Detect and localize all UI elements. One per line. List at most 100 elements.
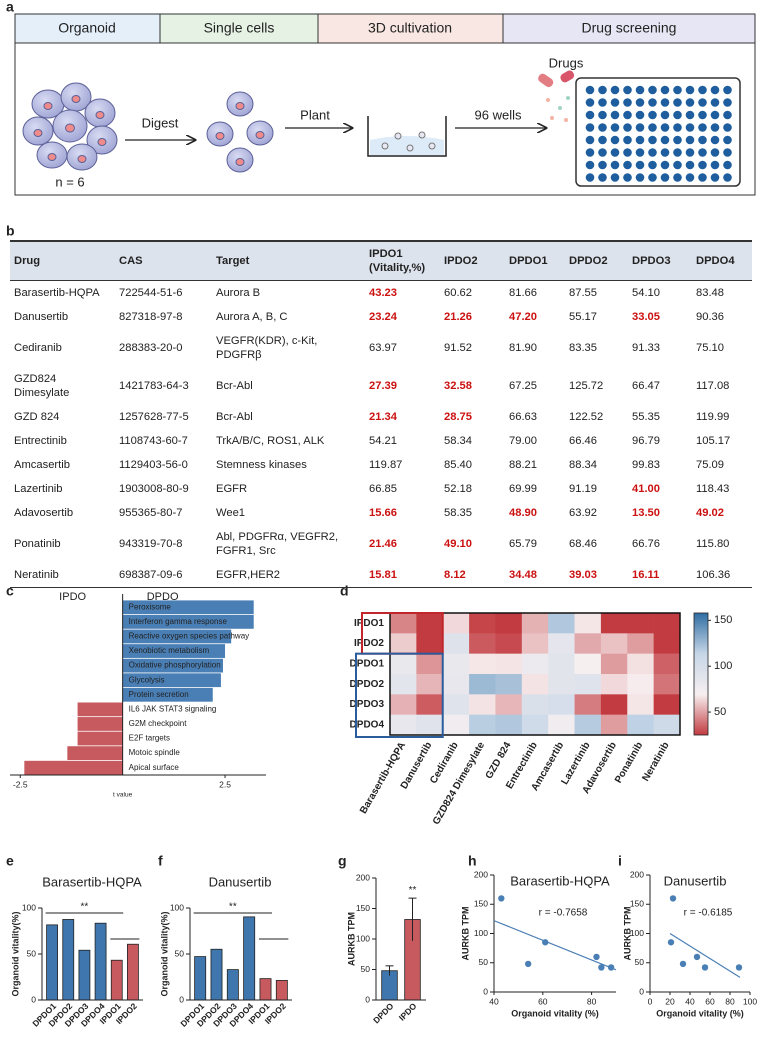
well xyxy=(723,123,732,132)
row-label: DPDO1 xyxy=(350,658,385,669)
trend-line xyxy=(493,920,617,971)
well xyxy=(685,85,695,95)
heat-cell xyxy=(390,653,417,675)
table-cell: 75.10 xyxy=(696,342,724,354)
header-cell: DPDO2 xyxy=(565,240,628,281)
well xyxy=(698,135,707,145)
y-tick-label: 200 xyxy=(630,869,644,879)
heat-cell xyxy=(469,613,496,634)
heat-cell xyxy=(627,674,654,695)
header-cell: IPDO2 xyxy=(440,240,505,281)
table-cell: 52.18 xyxy=(444,483,472,495)
x-tick-label: 80 xyxy=(587,996,597,1006)
table-cell: 21.26 xyxy=(444,311,472,323)
y-tick-label: 100 xyxy=(170,902,184,912)
table-cell: 63.97 xyxy=(369,342,397,354)
heat-cell xyxy=(416,694,444,715)
table-cell: 288383-20-0 xyxy=(119,342,183,354)
table-cell: 13.50 xyxy=(632,507,660,519)
well xyxy=(585,135,595,145)
point xyxy=(524,960,532,968)
well xyxy=(660,85,670,95)
x-axis-label: t value xyxy=(113,792,133,799)
table-cell: 15.81 xyxy=(365,563,440,588)
well xyxy=(598,148,607,157)
table-cell: EGFR xyxy=(216,483,248,495)
well xyxy=(585,98,595,107)
organoid-cluster xyxy=(22,82,118,171)
well xyxy=(635,85,645,95)
well xyxy=(585,148,595,157)
well xyxy=(673,160,682,170)
bar xyxy=(77,717,123,731)
category-label: Interferon gamma response xyxy=(129,617,228,626)
heatmap-frame xyxy=(389,612,681,736)
table-cell: Bcr-Abl xyxy=(216,380,253,392)
y-tick-label: 50 xyxy=(635,957,645,967)
chart-title: Barasertib-HQPA xyxy=(510,873,610,888)
x-tick-label: DPDO xyxy=(371,1001,396,1026)
well xyxy=(635,123,645,132)
well xyxy=(710,160,720,170)
bar xyxy=(127,943,139,1001)
bar xyxy=(226,969,239,1001)
heat-cell xyxy=(627,633,654,654)
stage-box xyxy=(159,13,319,44)
well xyxy=(685,135,695,145)
colorbar xyxy=(693,612,709,736)
chart-title: Danusertib xyxy=(209,874,272,889)
heat-cell xyxy=(495,674,523,695)
group-label: IPDO xyxy=(59,591,86,603)
row-label: DPDO3 xyxy=(350,699,385,710)
table-cell: 698387-09-6 xyxy=(115,563,212,588)
well xyxy=(710,123,720,132)
table-cell: Lazertinib xyxy=(14,483,63,495)
y-axis-label: Organoid vitality(%) xyxy=(10,911,20,996)
table-cell: 722544-51-6 xyxy=(119,287,183,299)
row-label: DPDO2 xyxy=(350,679,385,690)
table-body: Barasertib-HQPA 722544-51-6 Aurora B 43.23 6… xyxy=(10,281,752,588)
well xyxy=(648,173,657,182)
category-label: Oxidative phosphorylation xyxy=(129,661,221,670)
table-cell: 81.90 xyxy=(509,342,537,354)
heat-cell xyxy=(653,674,681,695)
heat-cell xyxy=(469,633,496,654)
heat-cell xyxy=(653,613,681,634)
chart-title: Danusertib xyxy=(664,873,727,888)
well xyxy=(598,173,607,182)
well xyxy=(723,110,732,120)
y-tick-label: 0 xyxy=(639,986,644,996)
table-cell: EGFR,HER2 xyxy=(212,563,365,588)
category-label: Glycolysis xyxy=(129,675,165,684)
bar xyxy=(94,922,107,1001)
bar xyxy=(122,614,254,629)
heat-cell xyxy=(600,613,628,634)
table-cell: 41.00 xyxy=(632,483,660,495)
sample-count: n = 6 xyxy=(55,174,84,189)
x-axis-label: Organoid vitality (%) xyxy=(656,1008,744,1018)
table-cell: 16.11 xyxy=(628,563,692,588)
y-axis-label: AURKB TPM xyxy=(622,907,632,961)
well xyxy=(660,110,670,120)
table-cell: 119.99 xyxy=(696,411,730,423)
table-cell: 85.40 xyxy=(444,459,472,471)
well xyxy=(673,123,682,132)
group-outline xyxy=(355,652,444,739)
stage-label: Drug screening xyxy=(582,20,677,36)
well xyxy=(660,148,670,157)
well xyxy=(610,98,620,107)
heat-cell xyxy=(442,613,470,634)
point xyxy=(669,895,677,902)
well xyxy=(610,110,620,120)
well xyxy=(635,173,645,182)
table-cell: Neratinib xyxy=(10,563,115,588)
table-cell: 15.66 xyxy=(369,507,397,519)
heat-cell xyxy=(469,653,496,675)
y-tick-label: 200 xyxy=(474,869,488,879)
category-label: Xenobiotic metabolism xyxy=(129,646,210,655)
heat-cell xyxy=(574,613,602,634)
table-cell: 21.46 xyxy=(369,538,397,550)
well xyxy=(648,123,657,132)
y-tick-label: 150 xyxy=(356,903,370,913)
